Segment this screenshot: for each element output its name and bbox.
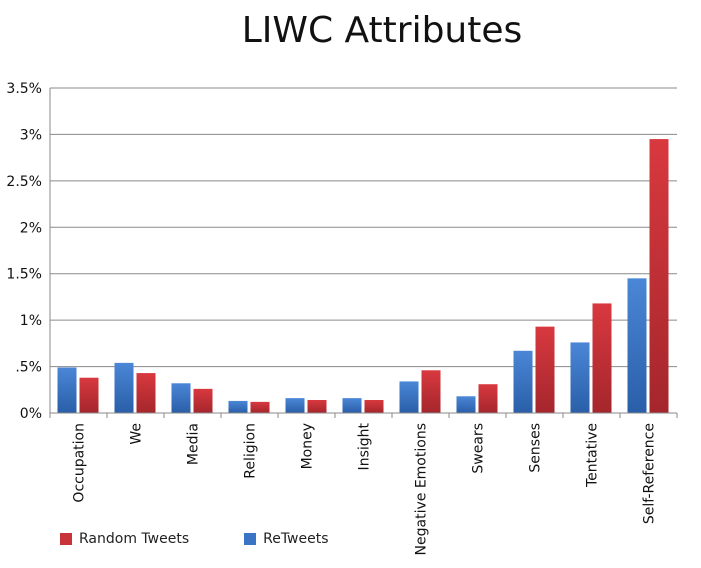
bar-random-tweets-religion [250,401,270,413]
x-category-label: Money [300,423,316,469]
x-category-label: Religion [243,423,259,479]
bar-retweets-tentative [570,342,590,413]
bar-series [57,139,669,414]
bar-random-tweets-insight [364,400,384,413]
bar-retweets-negative-emotions [399,381,419,413]
y-tick-label: 0% [20,406,42,422]
x-category-label: Insight [357,422,373,470]
bar-retweets-self-reference [627,278,647,413]
bar-random-tweets-media [193,388,213,413]
y-tick-label: 3.5% [6,81,42,97]
x-category-label: Negative Emotions [414,423,430,555]
bar-retweets-media [171,383,191,413]
x-category-label: Media [186,423,202,465]
y-tick-label: 2.5% [6,174,42,190]
legend-label-random-tweets: Random Tweets [79,531,190,547]
grid-lines [50,87,677,368]
legend-label-retweets: ReTweets [263,531,329,547]
x-category-label: Occupation [72,423,88,503]
x-category-label: Tentative [585,423,601,488]
y-tick-label: 2% [20,220,42,236]
bar-retweets-occupation [57,367,77,413]
bar-random-tweets-swears [478,384,498,413]
bar-retweets-senses [513,350,533,413]
x-axis-labels: Occupation We Media Religion Money Insight Neg… [72,422,658,555]
legend-swatch-retweets [244,533,257,545]
y-axis-ticks: 0% .5% 1% 1.5% 2% 2.5% 3% 3.5% [6,81,42,422]
x-category-label: Self-Reference [642,423,658,524]
bar-random-tweets-self-reference [649,139,669,414]
bar-random-tweets-occupation [79,377,99,413]
bar-retweets-money [285,398,305,413]
y-tick-label: .5% [15,360,42,376]
bar-retweets-insight [342,398,362,413]
x-category-label: Senses [528,423,544,473]
y-tick-label: 3% [20,127,42,143]
y-tick-label: 1.5% [6,267,42,283]
bar-retweets-we [114,362,134,413]
bar-random-tweets-money [307,400,327,413]
chart-title: LIWC Attributes [241,10,523,51]
legend: Random Tweets ReTweets [60,531,329,547]
bar-retweets-religion [228,400,248,413]
axes [49,88,678,418]
legend-swatch-random-tweets [60,533,72,545]
bar-retweets-swears [456,396,476,413]
bar-random-tweets-we [136,373,156,413]
bar-random-tweets-negative-emotions [421,370,441,413]
bar-random-tweets-tentative [592,303,612,413]
x-category-label: We [129,423,145,445]
bar-random-tweets-senses [535,326,555,413]
legend-item-retweets: ReTweets [244,531,329,547]
legend-item-random-tweets: Random Tweets [60,531,189,547]
x-category-label: Swears [471,423,487,474]
y-tick-label: 1% [20,313,42,329]
